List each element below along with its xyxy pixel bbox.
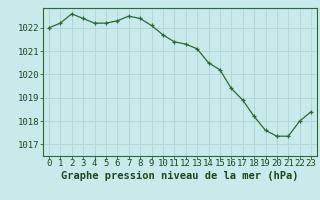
X-axis label: Graphe pression niveau de la mer (hPa): Graphe pression niveau de la mer (hPa) <box>61 171 299 181</box>
